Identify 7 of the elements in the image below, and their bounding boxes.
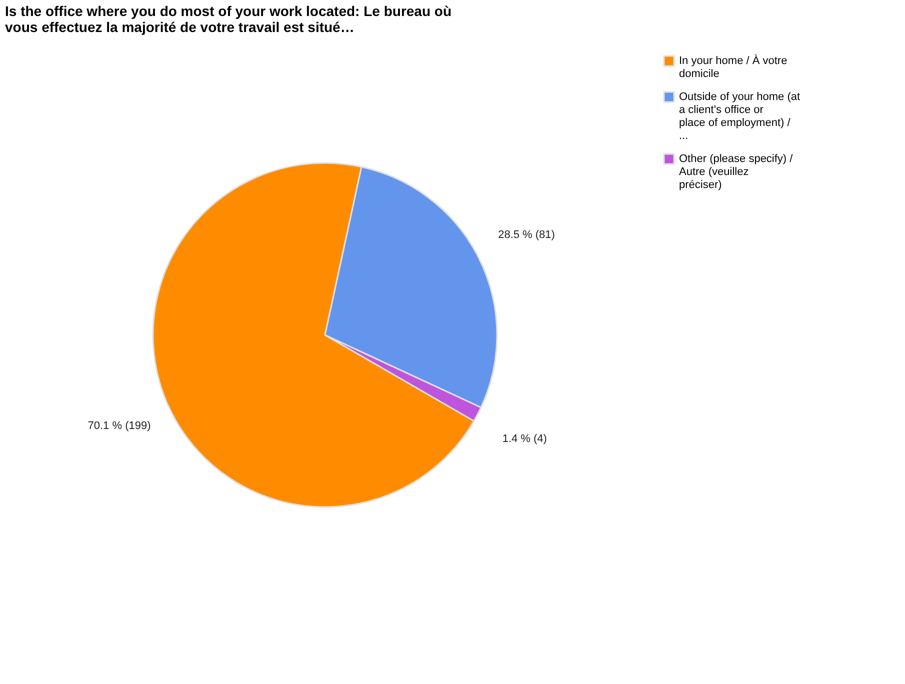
legend-label: In your home / À votre domicile [679, 54, 788, 80]
data-label: 70.1 % (199) [88, 420, 151, 432]
data-label: 1.4 % (4) [502, 432, 547, 445]
data-label: 28.5 % (81) [498, 228, 555, 241]
chart-title: Is the office where you do most of your work located: Le bureau où vous effectuez la majorité de votre travail est situé… [5, 3, 452, 35]
legend-label: Outside of your home (at a client's office or place of employment) / ... [679, 91, 800, 142]
legend-label: Other (please specify) / Autre (veuillez préciser) [679, 153, 794, 191]
